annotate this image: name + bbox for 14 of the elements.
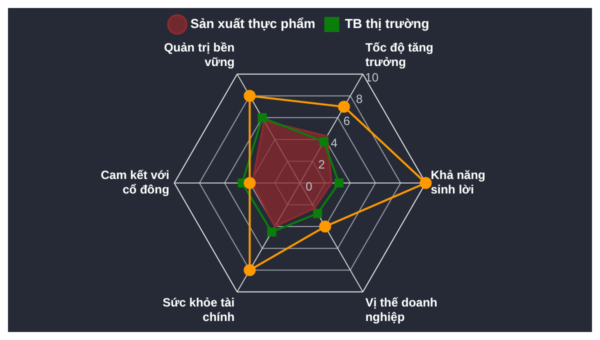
legend-label: Sản xuất thực phẩm [190,16,316,32]
y-tick-label: 0 [306,179,313,194]
spoke-label: Quản trị bền vững [164,40,235,69]
legend-label: TB thị trường [344,16,430,32]
spoke-label: Tốc độ tăng trưởng [365,40,434,69]
y-tick-label: 6 [343,114,350,128]
y-tick-label: 2 [318,158,326,172]
spoke-label: Sức khỏe tài chính [162,296,235,324]
y-tick-label: 8 [356,92,363,106]
spoke-label: Khả năng sinh lời [430,168,486,197]
y-tick-label: 10 [365,70,379,84]
y-tick-label: 4 [330,136,338,150]
spoke-label: Vị thế doanh nghiệp [365,296,438,324]
spoke-label: Cam kết với cổ đông [100,168,170,197]
